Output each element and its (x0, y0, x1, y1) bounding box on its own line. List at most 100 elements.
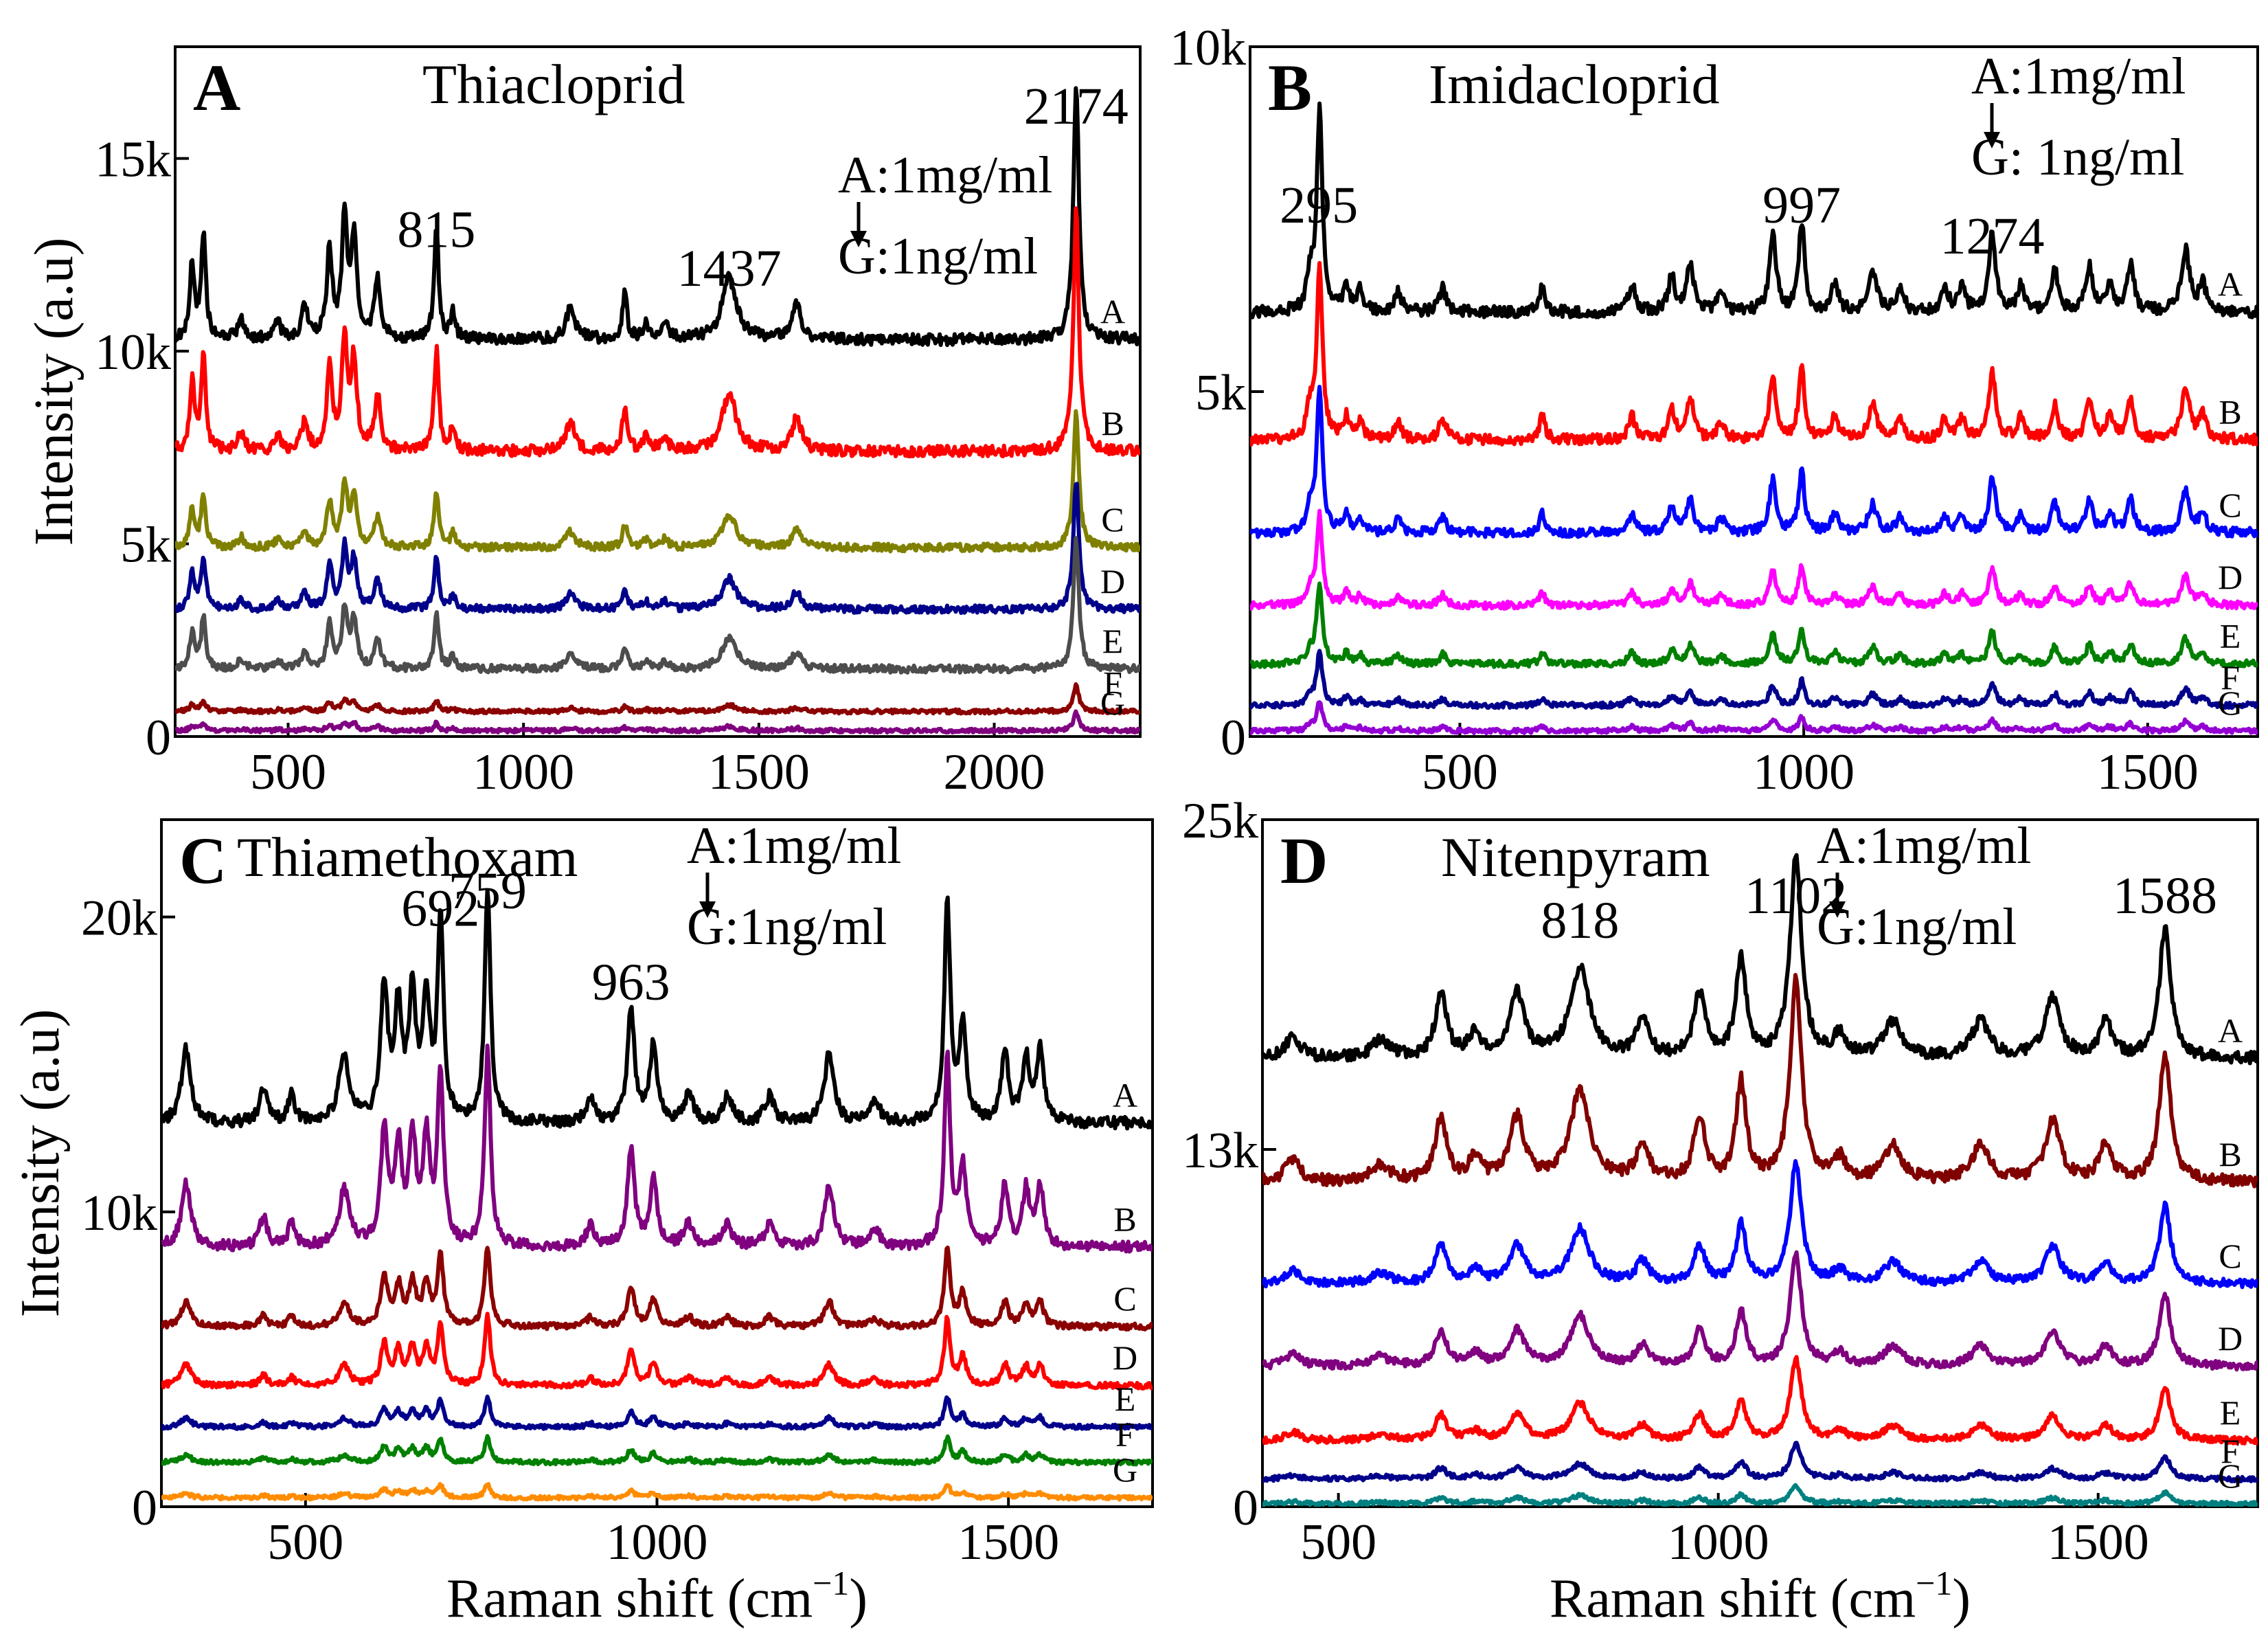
spectrum-line-d (161, 1312, 1153, 1391)
panel-letter: D (1280, 824, 1328, 897)
peak-label: 1588 (2113, 867, 2217, 925)
peak-label: 1437 (677, 240, 782, 297)
y-tick-label: 20k (81, 890, 157, 947)
curve-label-a: A (1113, 1076, 1137, 1114)
arrow-head (699, 901, 716, 918)
curve-label-c: C (1113, 1279, 1136, 1318)
spectrum-line-d (1250, 508, 2258, 611)
spectrum-line-f (1262, 1441, 2258, 1483)
x-tick-label: 1000 (473, 744, 574, 800)
curve-label-a: A (1100, 292, 1125, 330)
spectrum-line-f (1250, 649, 2258, 710)
panel-title: Thiamethoxam (237, 826, 578, 888)
curve-label-g: G (1113, 1450, 1137, 1489)
x-axis-title-main: Raman shift (cm (446, 1569, 813, 1629)
y-tick-label: 13k (1182, 1123, 1258, 1179)
concentration-top: A:1mg/ml (838, 146, 1052, 204)
concentration-top: A:1mg/ml (1971, 47, 2186, 105)
curve-label-e: E (1102, 622, 1124, 660)
x-tick-label: 1500 (957, 1514, 1059, 1571)
peak-label: 295 (1280, 177, 1358, 234)
concentration-bottom: G:1ng/ml (838, 227, 1038, 285)
x-tick-label: 500 (250, 744, 326, 800)
spectrum-line-g (1250, 700, 2258, 736)
spectrum-line-f (161, 1434, 1153, 1467)
spectrum-line-g (175, 709, 1140, 735)
curve-label-d: D (1113, 1338, 1137, 1377)
x-tick-label: 2000 (944, 744, 1045, 800)
plot-frame (160, 818, 1154, 1508)
curve-label-d: D (2218, 558, 2243, 596)
arrow-head (1829, 901, 1846, 918)
spectrum-line-e (1250, 581, 2258, 669)
y-tick-label: 15k (95, 132, 171, 188)
plot-frame (174, 45, 1142, 738)
y-tick-label: 0 (132, 1480, 157, 1536)
spectrum-line-e (175, 536, 1140, 675)
x-tick-label: 1000 (606, 1514, 708, 1571)
spectrum-line-c (175, 409, 1140, 554)
curve-label-b: B (1101, 404, 1124, 442)
y-tick-label: 10k (95, 324, 171, 381)
x-axis-title-main: Raman shift (cm (1550, 1569, 1916, 1629)
arrow-head (850, 231, 867, 247)
spectrum-line-e (161, 1394, 1153, 1431)
spectrum-line-a (1262, 853, 2258, 1066)
y-axis-title: Intensity (a.u) (24, 238, 84, 546)
y-tick-label: 0 (146, 710, 171, 766)
x-axis-title-end: ) (849, 1569, 867, 1629)
curve-label-g: G (1100, 684, 1125, 722)
spectrum-line-a (175, 86, 1140, 348)
curve-label-a: A (2218, 1011, 2243, 1050)
spectrum-line-b (1250, 260, 2258, 447)
spectrum-line-c (161, 1245, 1153, 1332)
y-tick-label: 10k (1170, 20, 1246, 76)
peak-label: 1102 (1745, 867, 1847, 925)
concentration-bottom: G:1ng/ml (687, 898, 887, 956)
concentration-top: A:1mg/ml (687, 817, 901, 875)
x-axis-title: Raman shift (cm−1) (446, 1564, 867, 1629)
panel-title: Thiacloprid (422, 53, 685, 115)
x-tick-label: 1000 (1668, 1514, 1769, 1571)
concentration-bottom: G: 1ng/ml (1971, 128, 2184, 186)
curve-label-f: F (1103, 664, 1122, 703)
curve-label-a: A (2218, 265, 2243, 304)
curve-label-e: E (2220, 617, 2241, 655)
spectrum-line-g (1262, 1483, 2258, 1507)
peak-label: 963 (592, 954, 670, 1011)
curve-label-f: F (2221, 658, 2240, 697)
peak-label: 997 (1762, 177, 1841, 234)
arrow-head (1984, 132, 2000, 148)
x-tick-label: 500 (267, 1514, 343, 1571)
y-tick-label: 25k (1182, 793, 1258, 849)
spectrum-line-d (175, 482, 1140, 615)
curve-label-f: F (2221, 1432, 2240, 1470)
curve-label-b: B (1113, 1200, 1136, 1238)
y-axis-title: Intensity (a.u) (10, 1009, 71, 1318)
spectrum-line-b (161, 1043, 1153, 1254)
curve-label-f: F (1115, 1415, 1135, 1454)
y-tick-label: 10k (81, 1185, 157, 1242)
y-tick-label: 5k (1195, 365, 1246, 421)
peak-label: 759 (449, 862, 527, 920)
x-axis-title: Raman shift (cm−1) (1550, 1564, 1971, 1629)
panel-title: Imidacloprid (1429, 53, 1720, 115)
spectrum-line-a (161, 888, 1153, 1131)
y-tick-label: 5k (120, 517, 171, 574)
panel-letter: A (193, 51, 240, 124)
spectrum-line-b (1262, 973, 2258, 1189)
peak-label: 692 (401, 880, 479, 938)
x-axis-title-end: ) (1952, 1569, 1971, 1629)
x-tick-label: 500 (1300, 1514, 1376, 1571)
curve-label-d: D (1100, 562, 1125, 600)
curve-label-e: E (2220, 1393, 2241, 1432)
x-tick-label: 1000 (1753, 744, 1855, 800)
spectrum-line-d (1262, 1250, 2258, 1372)
spectrum-line-c (1262, 1159, 2258, 1290)
spectrum-line-g (161, 1482, 1153, 1502)
peak-label: 2174 (1024, 78, 1129, 135)
spectrum-line-f (175, 682, 1140, 716)
